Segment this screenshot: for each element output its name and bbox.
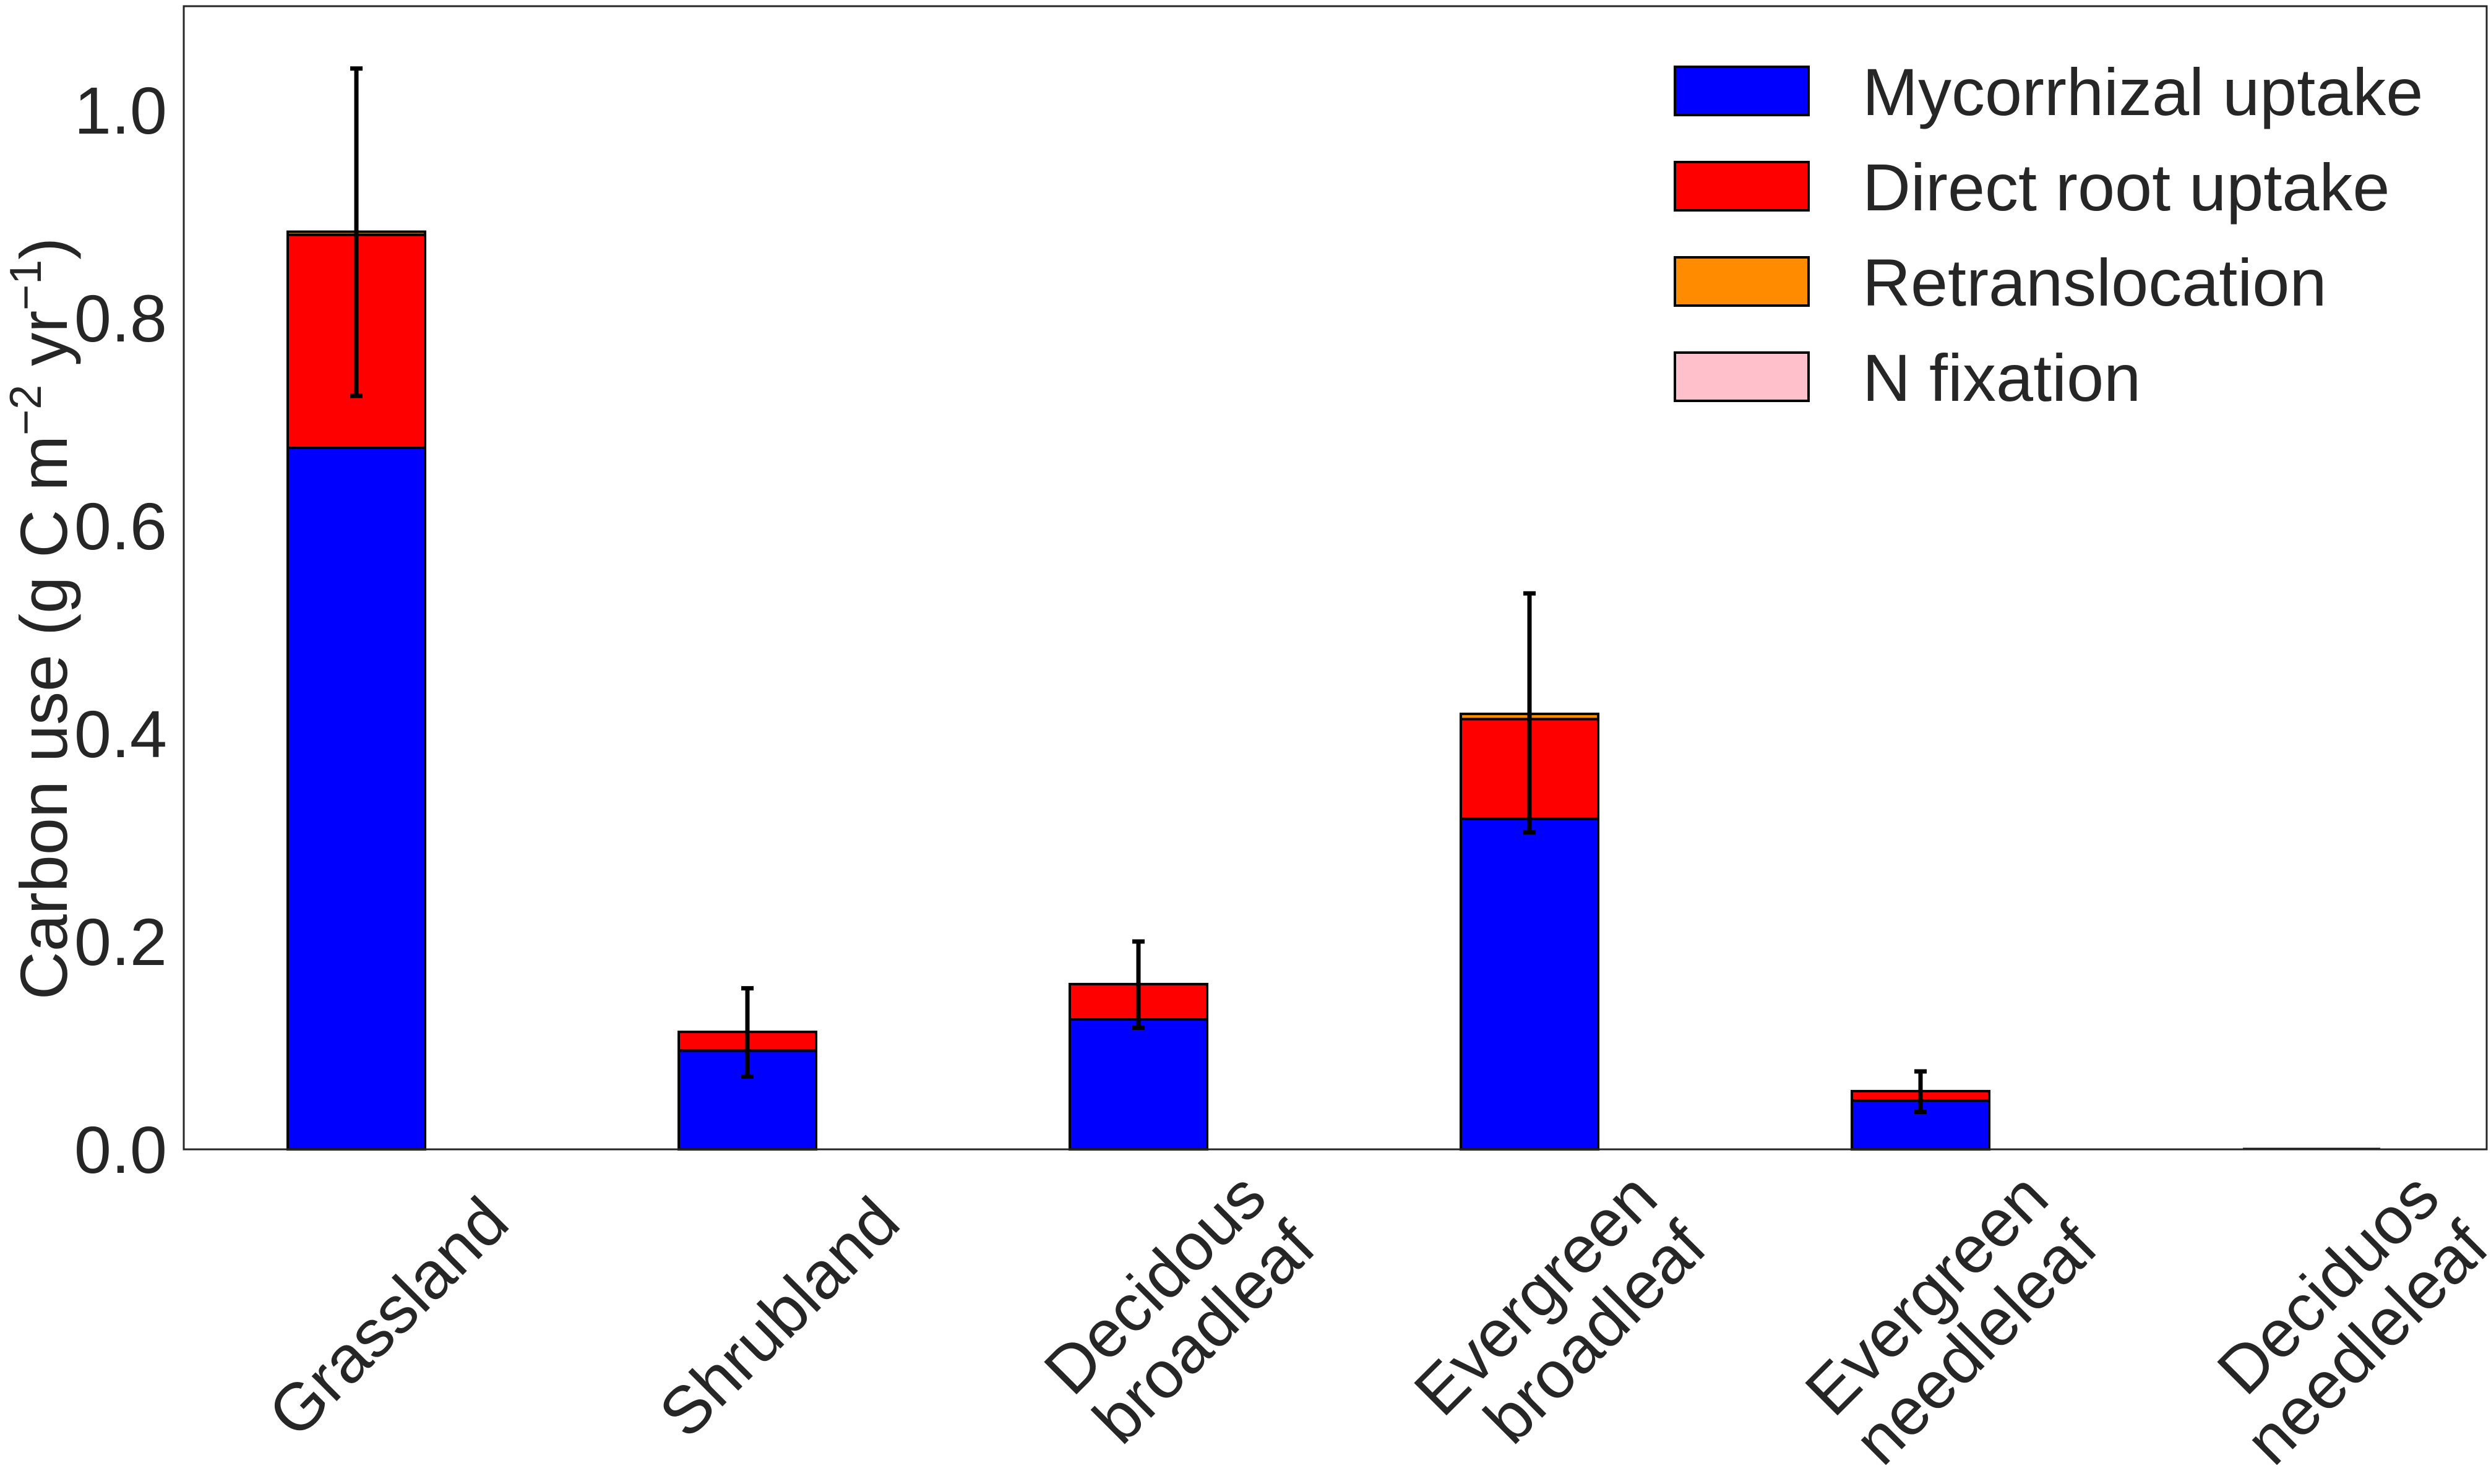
errorbar-layer xyxy=(350,66,1927,1115)
y-tick-label-4: 0.8 xyxy=(74,281,167,356)
legend: Mycorrhizal uptake Direct root uptake Retr… xyxy=(1674,54,2423,415)
x-tick-label-line: Shrubland xyxy=(645,1183,913,1451)
legend-label-1: Direct root uptake xyxy=(1862,150,2390,225)
y-tick-label-0: 0.0 xyxy=(74,1112,167,1187)
x-tick-label-1: Shrubland xyxy=(645,1183,913,1451)
legend-swatch-1 xyxy=(1674,161,1810,212)
y-axis-title-end: ) xyxy=(6,238,81,260)
y-axis-title: Carbon use (g C m−2 yr−1) xyxy=(1,238,81,1000)
y-axis-title-mid: yr xyxy=(6,311,81,385)
bar-mycorrhizal-uptake-0 xyxy=(286,447,426,1151)
y-tick-label-3: 0.6 xyxy=(74,489,167,564)
legend-swatch-2 xyxy=(1674,256,1810,307)
y-axis-title-sup1: −2 xyxy=(1,385,51,435)
y-axis: 0.0 0.2 0.4 0.6 0.8 1.0 xyxy=(74,73,167,1187)
bar-mycorrhizal-uptake-3 xyxy=(1460,817,1599,1151)
legend-swatch-3 xyxy=(1674,351,1810,402)
bar-mycorrhizal-uptake-2 xyxy=(1069,1018,1208,1151)
legend-swatch-0 xyxy=(1674,66,1810,116)
legend-label-3: N fixation xyxy=(1862,340,2141,415)
y-tick-label-2: 0.4 xyxy=(74,697,167,771)
legend-label-2: Retranslocation xyxy=(1862,245,2326,320)
legend-label-0: Mycorrhizal uptake xyxy=(1862,54,2423,129)
x-tick-label-line: Grassland xyxy=(254,1183,522,1451)
y-axis-title-main: Carbon use (g C m xyxy=(6,435,81,1000)
plot-frame xyxy=(183,5,2488,1151)
y-tick-label-1: 0.2 xyxy=(74,904,167,979)
y-axis-title-sup2: −1 xyxy=(1,260,51,311)
x-tick-label-0: Grassland xyxy=(254,1183,522,1451)
y-tick-label-5: 1.0 xyxy=(74,73,167,148)
